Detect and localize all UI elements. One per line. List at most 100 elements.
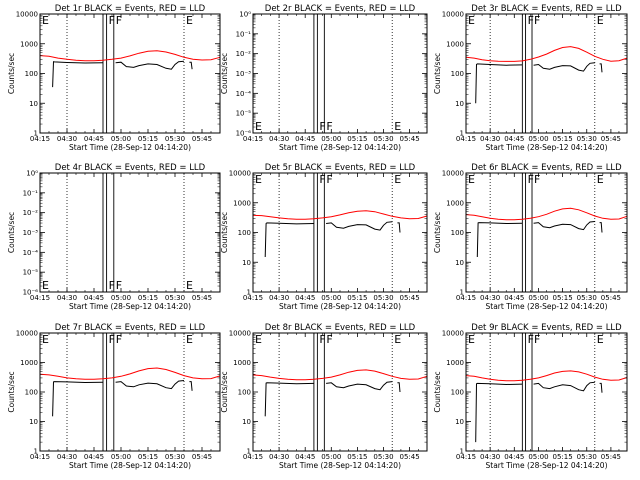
flag-marker: F: [326, 333, 332, 346]
x-tick-label: 05:15: [138, 135, 158, 143]
y-tick-label: 1000: [233, 199, 251, 207]
flag-marker: E: [394, 120, 401, 133]
x-tick-label: 05:30: [165, 294, 185, 302]
y-tick-label: 1000: [233, 359, 251, 367]
flag-marker: E: [255, 333, 262, 346]
series-events-line: [52, 381, 104, 417]
x-tick-label: 05:30: [577, 135, 597, 143]
x-tick-label: 05:45: [192, 294, 212, 302]
y-tick-label: 1: [34, 448, 38, 456]
panel-title: Det 3r BLACK = Events, RED = LLD: [471, 4, 622, 14]
x-tick-label: 05:45: [601, 135, 621, 143]
x-tick-label: 05:00: [111, 453, 131, 461]
series-events-line: [533, 381, 595, 392]
series-lld-line: [465, 370, 628, 382]
y-tick-label: 10: [455, 259, 464, 267]
y-tick-label: 10⁻¹: [236, 30, 252, 38]
x-tick-label: 05:15: [553, 135, 573, 143]
x-tick-label: 05:30: [165, 453, 185, 461]
y-tick-label: 10⁰: [239, 11, 251, 19]
flag-marker: E: [186, 333, 193, 346]
y-axis-label: Counts/sec: [7, 212, 16, 253]
y-tick-label: 10000: [442, 170, 464, 178]
y-tick-label: 10000: [442, 330, 464, 338]
x-tick-label: 04:15: [30, 294, 50, 302]
series-events-line: [476, 222, 523, 258]
flag-marker: F: [116, 14, 122, 27]
y-tick-label: 1: [34, 130, 38, 138]
x-tick-label: 04:45: [84, 294, 104, 302]
y-tick-label: 10⁻²: [23, 209, 39, 217]
panel-title: Det 7r BLACK = Events, RED = LLD: [55, 323, 206, 333]
flag-marker: E: [597, 14, 604, 27]
series-events-line: [189, 381, 193, 391]
flag-marker: E: [394, 333, 401, 346]
panel-title: Det 5r BLACK = Events, RED = LLD: [265, 163, 416, 173]
x-tick-label: 04:15: [456, 294, 476, 302]
y-tick-label: 1000: [20, 40, 38, 48]
panel-title: Det 8r BLACK = Events, RED = LLD: [265, 323, 416, 333]
y-tick-label: 1: [460, 289, 464, 297]
panel-title: Det 6r BLACK = Events, RED = LLD: [471, 163, 622, 173]
x-tick-label: 04:30: [480, 294, 500, 302]
y-tick-label: 10: [455, 100, 464, 108]
flag-marker: E: [42, 14, 49, 27]
y-tick-label: 10⁻³: [236, 70, 252, 78]
flag-marker: F: [534, 173, 540, 186]
x-tick-label: 04:45: [295, 294, 315, 302]
panel-title: Det 1r BLACK = Events, RED = LLD: [55, 4, 206, 14]
flag-marker: F: [116, 279, 122, 292]
y-tick-label: 10000: [16, 330, 38, 338]
panel-det-2: Det 2r BLACK = Events, RED = LLD E F F E 04:1…: [220, 4, 428, 152]
series-events-line: [189, 61, 193, 70]
x-tick-label: 04:30: [480, 135, 500, 143]
y-tick-label: 10: [29, 418, 38, 426]
x-tick-label: 05:15: [553, 453, 573, 461]
x-tick-label: 04:15: [243, 294, 263, 302]
x-tick-label: 04:30: [57, 294, 77, 302]
flag-marker: F: [116, 333, 122, 346]
x-tick-label: 05:45: [601, 453, 621, 461]
y-axis-label: Counts/sec: [220, 212, 229, 253]
flag-marker: E: [468, 173, 475, 186]
x-tick-label: 04:30: [57, 135, 77, 143]
flag-marker: F: [528, 14, 534, 27]
y-tick-label: 100: [238, 229, 251, 237]
x-tick-label: 05:00: [528, 294, 548, 302]
flag-marker: F: [534, 14, 540, 27]
series-events-line: [326, 221, 393, 231]
series-lld-line: [39, 367, 221, 380]
y-axis-label: Counts/sec: [7, 371, 16, 412]
series-lld-line: [39, 50, 221, 62]
y-tick-label: 10⁻⁶: [23, 289, 39, 297]
x-axis-label: Start Time (28-Sep-12 04:14:20): [69, 302, 191, 311]
x-tick-label: 05:30: [165, 135, 185, 143]
x-tick-label: 04:30: [480, 453, 500, 461]
x-tick-label: 04:15: [243, 453, 263, 461]
series-events-line: [533, 221, 595, 231]
x-tick-label: 05:15: [553, 294, 573, 302]
series-lld-line: [252, 369, 428, 381]
x-tick-label: 04:45: [295, 135, 315, 143]
y-tick-label: 1: [247, 448, 251, 456]
x-tick-label: 04:45: [504, 135, 524, 143]
x-tick-label: 05:45: [601, 294, 621, 302]
x-tick-label: 05:00: [111, 294, 131, 302]
x-tick-label: 05:45: [400, 453, 420, 461]
series-events-line: [397, 222, 401, 233]
series-events-line: [397, 382, 401, 393]
x-tick-label: 04:15: [456, 135, 476, 143]
x-tick-label: 05:45: [192, 453, 212, 461]
y-tick-label: 100: [451, 229, 464, 237]
flag-marker: F: [319, 333, 325, 346]
y-tick-label: 10⁻⁵: [23, 269, 39, 277]
series-events-line: [599, 222, 603, 233]
x-tick-label: 05:15: [347, 135, 367, 143]
